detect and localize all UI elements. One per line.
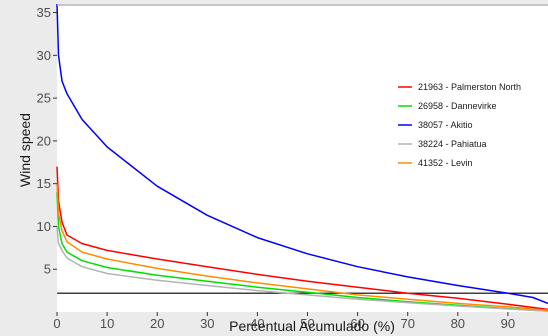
x-tick-label: 60	[350, 316, 364, 331]
x-tick-label: 0	[53, 316, 60, 331]
y-tick-label: 5	[44, 262, 51, 277]
x-tick-label: 70	[400, 316, 414, 331]
y-tick-label: 15	[37, 176, 51, 191]
axis-layer: 0 10 20 30 40 50 60 70 80 90 5 10 15 20 25 30 35	[37, 5, 516, 331]
legend-label-5: 41352 - Levin	[418, 158, 473, 168]
series-line-1	[56, 166, 548, 311]
x-tick-label: 10	[100, 316, 114, 331]
y-tick-label: 10	[37, 219, 51, 234]
y-tick-label: 35	[37, 5, 51, 20]
y-tick-label: 20	[37, 133, 51, 148]
y-axis-title: Wind speed	[17, 113, 33, 187]
y-tick-label: 25	[37, 91, 51, 106]
legend-label-4: 38224 - Pahiatua	[418, 139, 487, 149]
series-line-2	[56, 192, 548, 312]
x-tick-label: 20	[150, 316, 164, 331]
series-line-4	[56, 226, 548, 312]
legend-label-3: 38057 - Akitio	[418, 120, 473, 130]
x-tick-label: 40	[250, 316, 264, 331]
y-tick-label: 30	[37, 48, 51, 63]
legend-label-2: 26958 - Dannevirke	[418, 101, 497, 111]
plot-panel	[57, 4, 548, 312]
x-tick-label: 50	[300, 316, 314, 331]
series-line-3	[56, 3, 548, 305]
x-axis-title: Percentual Acumulado (%)	[229, 318, 395, 334]
x-tick-label: 80	[451, 316, 465, 331]
x-tick-label: 90	[501, 316, 515, 331]
series-layer	[56, 3, 548, 312]
series-line-5	[56, 183, 548, 312]
x-tick-label: 30	[200, 316, 214, 331]
legend-label-1: 21963 - Palmerston North	[418, 82, 521, 92]
legend: 21963 - Palmerston North 26958 - Dannevir…	[398, 82, 521, 168]
